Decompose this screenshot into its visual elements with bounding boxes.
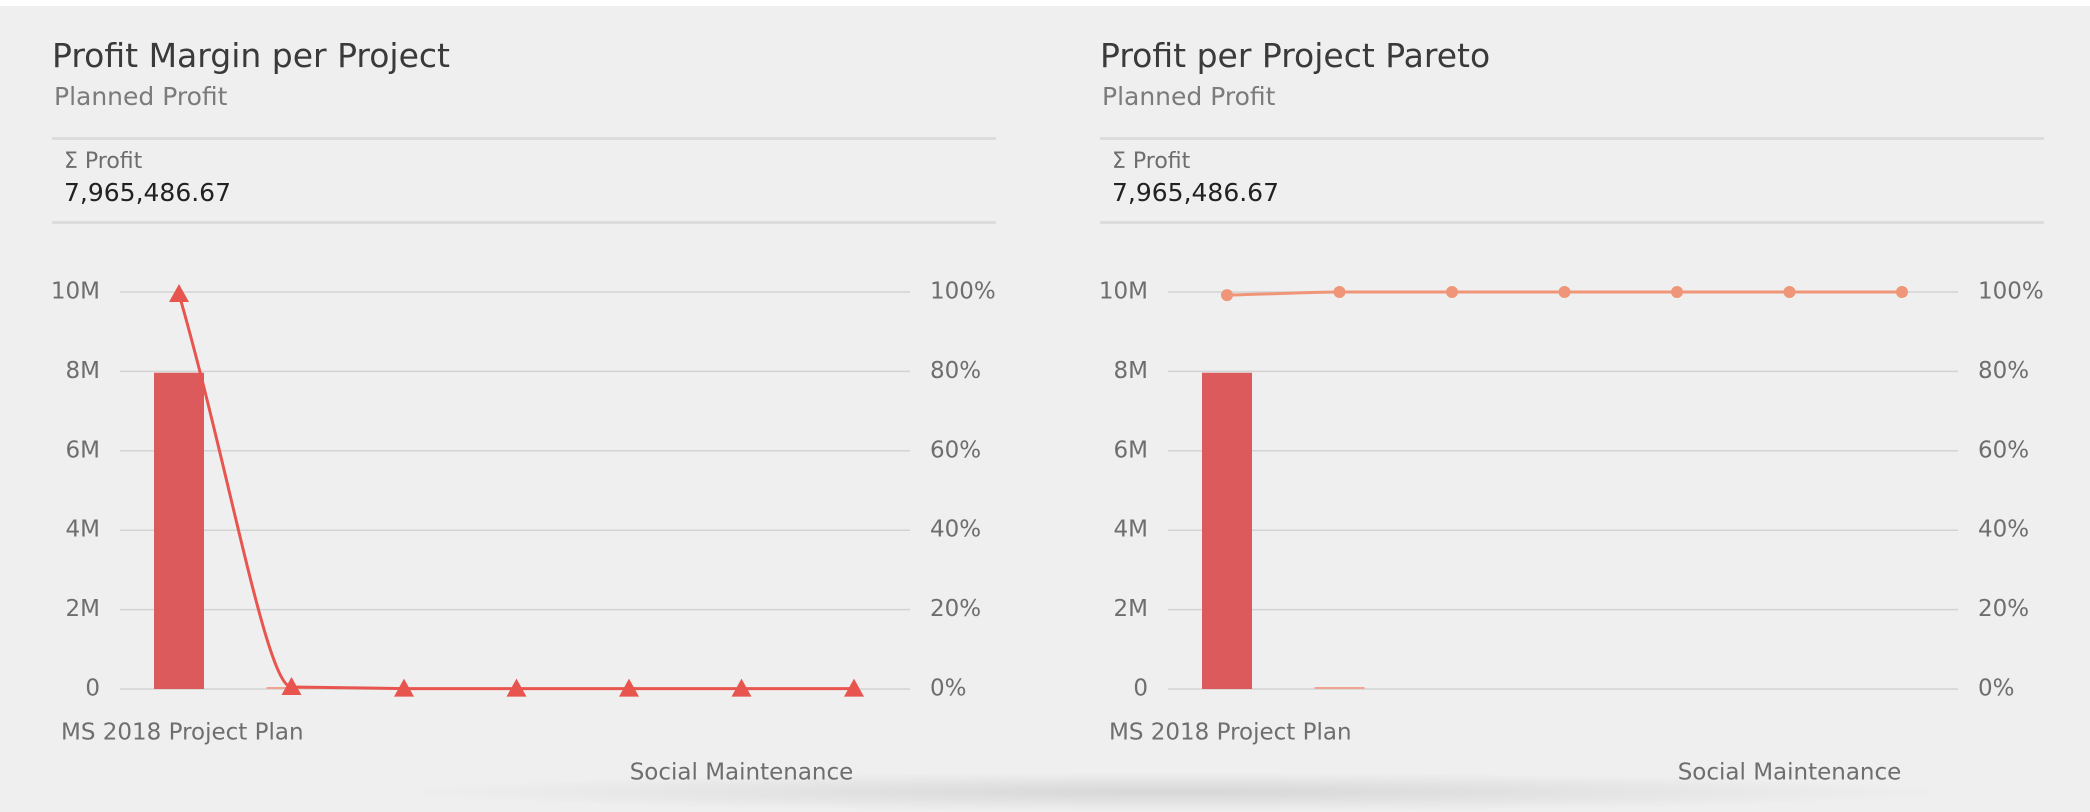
profit-margin-chart: 0 2M 4M 6M 8M 10M 0% 20% 40% 60% 80% 100% MS 2018 Pr… bbox=[51, 279, 996, 786]
y-tick-label: 10M bbox=[1099, 279, 1148, 305]
profit-margin-panel: Profit Margin per Project Planned Profit… bbox=[0, 0, 1000, 794]
divider bbox=[1100, 137, 2044, 140]
series-line bbox=[177, 293, 854, 691]
kpi-value: 7,965,486.67 bbox=[1112, 178, 1279, 207]
kpi-label: Σ Profit bbox=[64, 149, 143, 174]
y2-tick-label: 0% bbox=[930, 676, 967, 702]
y-tick-label: 0 bbox=[85, 676, 100, 702]
point-marker bbox=[731, 678, 752, 697]
y2-tick-label: 60% bbox=[930, 437, 981, 463]
x-tick-label: Social Maintenance bbox=[630, 760, 854, 786]
point-marker bbox=[281, 677, 302, 696]
chart-subtitle: Planned Profit bbox=[54, 82, 228, 111]
y-tick-label: 6M bbox=[1114, 437, 1148, 463]
y2-tick-label: 0% bbox=[1978, 676, 2015, 702]
y-tick-label: 4M bbox=[1114, 517, 1148, 543]
point-marker bbox=[169, 283, 189, 302]
bar bbox=[154, 372, 204, 689]
scroll-shadow bbox=[390, 772, 1960, 812]
point-marker bbox=[1221, 289, 1233, 302]
bar bbox=[1202, 372, 1252, 689]
x-tick-label: MS 2018 Project Plan bbox=[1109, 720, 1352, 746]
y-tick-label: 6M bbox=[66, 437, 100, 463]
kpi-value: 7,965,486.67 bbox=[64, 178, 231, 207]
x-tick-label: Social Maintenance bbox=[1678, 760, 1902, 786]
divider bbox=[1100, 221, 2044, 224]
y2-tick-label: 40% bbox=[930, 517, 981, 543]
y2-tick-label: 80% bbox=[1978, 358, 2029, 384]
bar bbox=[1314, 687, 1365, 689]
kpi-label: Σ Profit bbox=[1112, 149, 1191, 174]
chart-title: Profit per Project Pareto bbox=[1100, 36, 1491, 75]
y-tick-label: 2M bbox=[66, 596, 100, 622]
y-tick-label: 0 bbox=[1133, 676, 1148, 702]
profit-pareto-panel: Profit per Project Pareto Planned Profit… bbox=[1048, 0, 2048, 794]
y-tick-label: 4M bbox=[66, 517, 100, 543]
point-marker bbox=[506, 678, 527, 697]
point-marker bbox=[394, 678, 414, 697]
chart-title: Profit Margin per Project bbox=[52, 36, 450, 75]
y2-tick-label: 20% bbox=[1978, 596, 2029, 622]
divider bbox=[52, 137, 996, 140]
y-tick-label: 8M bbox=[66, 358, 100, 384]
y2-tick-label: 20% bbox=[930, 596, 981, 622]
y2-tick-label: 60% bbox=[1978, 437, 2029, 463]
point-marker bbox=[844, 678, 864, 697]
point-marker bbox=[1783, 286, 1796, 298]
divider bbox=[52, 221, 996, 224]
point-marker bbox=[1558, 286, 1571, 298]
top-edge bbox=[0, 0, 2090, 6]
y2-tick-label: 80% bbox=[930, 358, 981, 384]
y-tick-label: 2M bbox=[1114, 596, 1148, 622]
point-marker bbox=[1446, 286, 1458, 298]
point-marker bbox=[1896, 286, 1908, 298]
point-marker bbox=[1671, 286, 1683, 298]
point-marker bbox=[619, 678, 639, 697]
point-marker bbox=[1333, 286, 1346, 298]
y2-tick-label: 40% bbox=[1978, 517, 2029, 543]
y-tick-label: 10M bbox=[51, 279, 100, 305]
chart-subtitle: Planned Profit bbox=[1102, 82, 1276, 111]
y2-tick-label: 100% bbox=[1978, 279, 2044, 305]
y2-tick-label: 100% bbox=[930, 279, 996, 305]
profit-pareto-chart: 0 2M 4M 6M 8M 10M 0% 20% 40% 60% 80% 100% MS 2018 Pr… bbox=[1099, 279, 2044, 786]
x-tick-label: MS 2018 Project Plan bbox=[61, 720, 304, 746]
y-tick-label: 8M bbox=[1114, 358, 1148, 384]
